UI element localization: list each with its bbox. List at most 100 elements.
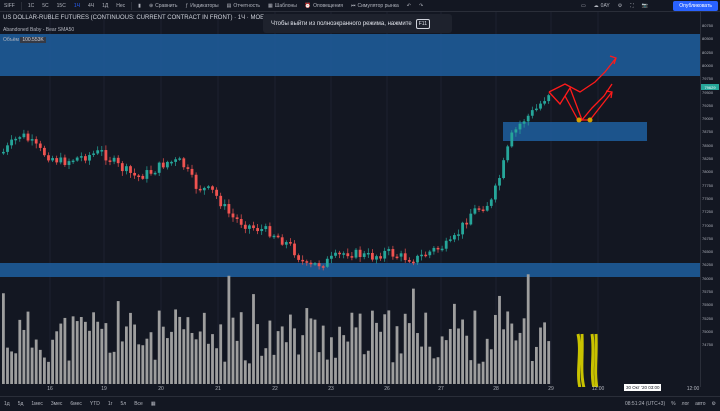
interval-1d[interactable]: 1Д bbox=[102, 2, 109, 9]
volume-bar bbox=[6, 347, 9, 384]
publish-button[interactable]: Опубликовать bbox=[673, 1, 718, 11]
target-marker bbox=[587, 117, 593, 123]
volume-bar bbox=[211, 334, 214, 384]
range-5y[interactable]: 5л bbox=[120, 400, 127, 407]
candle-body bbox=[334, 252, 337, 256]
top-toolbar: SIFF 1С 5С 15С 1Ч 4Ч 1Д Нес ▮ ⊕ Сравнить … bbox=[0, 0, 720, 12]
volume-bar bbox=[88, 330, 91, 384]
price-tick: 80500 bbox=[702, 36, 714, 42]
gear-icon: ⚙ bbox=[617, 2, 623, 9]
range-1m[interactable]: 1мес bbox=[31, 400, 43, 407]
candle-body bbox=[276, 235, 280, 238]
candle-body bbox=[198, 188, 202, 191]
alerts-button[interactable]: ⏰ Оповещения bbox=[301, 3, 347, 9]
volume-bar bbox=[170, 331, 173, 384]
undo-icon: ↶ bbox=[406, 2, 411, 9]
interval-5m[interactable]: 5С bbox=[42, 2, 49, 9]
volume-bar bbox=[276, 331, 280, 384]
candle-body bbox=[248, 225, 251, 229]
clock-display[interactable]: 08:51:24 (UTC+3) bbox=[624, 401, 666, 407]
layout-button[interactable]: ▭ bbox=[577, 3, 590, 9]
settings-button[interactable]: ⚙ bbox=[614, 3, 626, 9]
volume-bar bbox=[63, 317, 67, 384]
candle-body bbox=[161, 162, 165, 168]
indicators-button[interactable]: ƒ Индикаторы bbox=[181, 3, 222, 9]
candle-body bbox=[457, 234, 460, 236]
candle-body bbox=[321, 266, 325, 268]
indicators-label: Индикаторы bbox=[190, 2, 219, 9]
camera-button[interactable]: 📷 bbox=[638, 3, 652, 9]
volume-bar bbox=[424, 312, 428, 384]
volume-bar bbox=[436, 357, 440, 384]
volume-annotation-right bbox=[590, 333, 599, 387]
log-toggle[interactable]: лог bbox=[681, 401, 690, 407]
range-3m[interactable]: 3мес bbox=[50, 400, 63, 407]
price-tick: 77500 bbox=[702, 195, 714, 201]
candle-body bbox=[489, 199, 493, 206]
account-button[interactable]: ☁ 0AY bbox=[590, 3, 614, 9]
volume-bar bbox=[457, 328, 460, 384]
candle-body bbox=[428, 251, 432, 256]
range-ytd[interactable]: YTD bbox=[89, 400, 100, 407]
auto-toggle[interactable]: авто bbox=[695, 401, 706, 407]
reports-button[interactable]: ▤ Отчетность bbox=[223, 3, 264, 9]
candle-body bbox=[268, 226, 272, 237]
time-tick: 29 bbox=[548, 386, 554, 392]
volume-bar bbox=[289, 314, 292, 384]
interval-4h[interactable]: 4Ч bbox=[87, 2, 95, 9]
volume-legend[interactable]: Объём 100.553K bbox=[3, 37, 46, 43]
redo-button[interactable]: ↷ bbox=[415, 3, 427, 9]
candle-body bbox=[317, 263, 321, 267]
interval-1m[interactable]: 1С bbox=[27, 2, 35, 9]
interval-15m[interactable]: 15С bbox=[56, 2, 66, 9]
symbol-search[interactable]: SIFF bbox=[0, 3, 19, 9]
candle-body bbox=[71, 160, 75, 163]
chart-settings-icon[interactable]: ⚙ bbox=[711, 401, 716, 407]
volume-bar bbox=[10, 351, 13, 384]
price-tick: 79000 bbox=[702, 116, 714, 122]
candle-body bbox=[157, 162, 161, 173]
indicator-legend[interactable]: Abandoned Baby - Bear SMA50 bbox=[3, 27, 75, 33]
candle-body bbox=[22, 133, 26, 138]
range-1y[interactable]: 1г bbox=[107, 400, 113, 407]
cloud-icon: ☁ bbox=[593, 2, 599, 9]
percent-toggle[interactable]: % bbox=[671, 401, 676, 407]
undo-button[interactable]: ↶ bbox=[403, 3, 415, 9]
range-5d[interactable]: 5д bbox=[17, 400, 24, 407]
fullscreen-button[interactable]: ⛶ bbox=[626, 3, 638, 9]
chart-legend-title: US DOLLAR-RUBLE FUTURES (CONTINUOUS: CUR… bbox=[3, 15, 276, 21]
volume-bar bbox=[79, 317, 83, 384]
volume-bar bbox=[358, 313, 362, 384]
templates-button[interactable]: ▦ Шаблоны bbox=[264, 3, 301, 9]
candle-body bbox=[440, 248, 444, 251]
volume-bar bbox=[510, 323, 514, 384]
price-tick: 79250 bbox=[702, 102, 714, 108]
chart-type-button[interactable]: ▮ bbox=[134, 3, 145, 9]
volume-bar bbox=[51, 339, 54, 384]
compare-button[interactable]: ⊕ Сравнить bbox=[145, 3, 181, 9]
volume-bar bbox=[535, 346, 538, 384]
range-all[interactable]: Все bbox=[134, 400, 143, 407]
price-chart[interactable] bbox=[0, 12, 720, 387]
simulator-button[interactable]: ⏮ Симулятор рынка bbox=[347, 3, 403, 9]
volume-bar bbox=[2, 293, 5, 384]
volume-bar bbox=[26, 311, 30, 384]
goto-date-button[interactable]: ▦ bbox=[147, 401, 160, 407]
candle-body bbox=[166, 161, 169, 168]
candle-body bbox=[518, 123, 522, 130]
price-axis[interactable] bbox=[700, 12, 720, 387]
interval-week[interactable]: Нес bbox=[116, 2, 126, 9]
candle-body bbox=[116, 157, 120, 164]
time-tick: 12:00 bbox=[591, 386, 605, 392]
volume-bar bbox=[416, 333, 419, 384]
candle-body bbox=[416, 255, 419, 263]
interval-1h[interactable]: 1Ч bbox=[73, 2, 80, 9]
candle-body bbox=[403, 253, 407, 261]
fullscreen-toast: Чтобы выйти из полноэкранного режима, на… bbox=[263, 14, 452, 33]
volume-bar bbox=[202, 312, 206, 384]
candle-body bbox=[194, 174, 198, 189]
range-6m[interactable]: 6мес bbox=[70, 400, 82, 407]
range-1d[interactable]: 1д bbox=[4, 400, 10, 407]
candle-body bbox=[453, 235, 456, 240]
